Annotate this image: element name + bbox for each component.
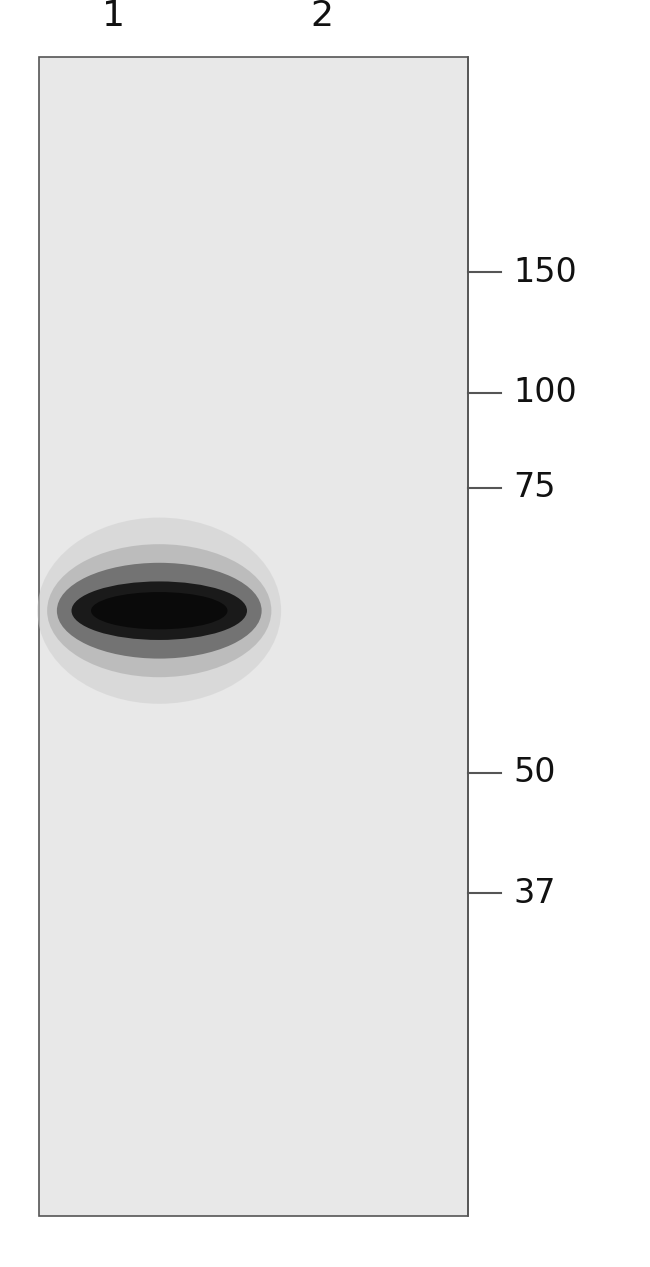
Text: 1: 1 xyxy=(102,0,125,33)
Text: 37: 37 xyxy=(514,877,556,910)
FancyBboxPatch shape xyxy=(39,57,468,1216)
Ellipse shape xyxy=(72,582,247,640)
Text: 50: 50 xyxy=(514,756,556,789)
Text: 75: 75 xyxy=(514,471,556,504)
Ellipse shape xyxy=(47,545,272,677)
Ellipse shape xyxy=(91,592,228,630)
Text: 2: 2 xyxy=(310,0,333,33)
Text: 150: 150 xyxy=(514,256,577,289)
Ellipse shape xyxy=(38,517,281,704)
Ellipse shape xyxy=(57,563,261,659)
Text: 100: 100 xyxy=(514,376,577,409)
